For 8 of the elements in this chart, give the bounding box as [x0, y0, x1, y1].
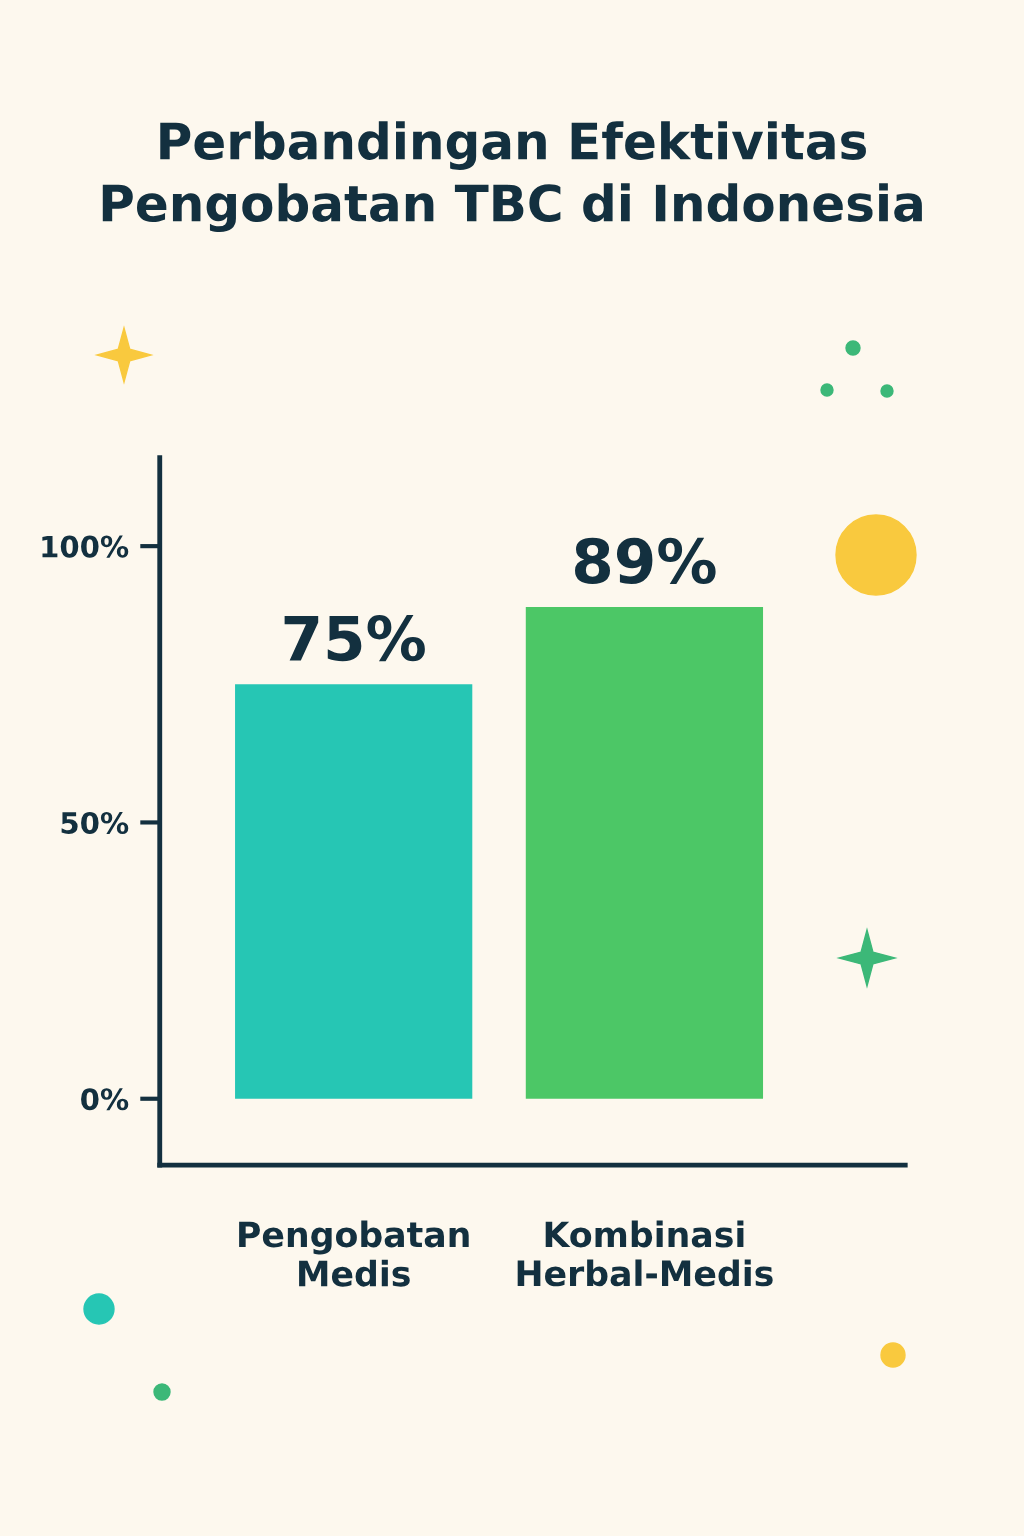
- y-tick-label: 0%: [81, 1088, 129, 1111]
- data-label: 89%: [575, 537, 716, 584]
- x-tick-label: Pengobatan Medis: [239, 1220, 469, 1287]
- y-tick-label: 100%: [42, 535, 129, 558]
- x-tick-label: Kombinasi Herbal-Medis: [517, 1220, 773, 1287]
- y-tick-label: 50%: [61, 811, 129, 834]
- chart-title: Perbandingan Efektivitas Pengobatan TBC di Indonesia: [102, 121, 922, 233]
- data-label: 75%: [284, 615, 425, 662]
